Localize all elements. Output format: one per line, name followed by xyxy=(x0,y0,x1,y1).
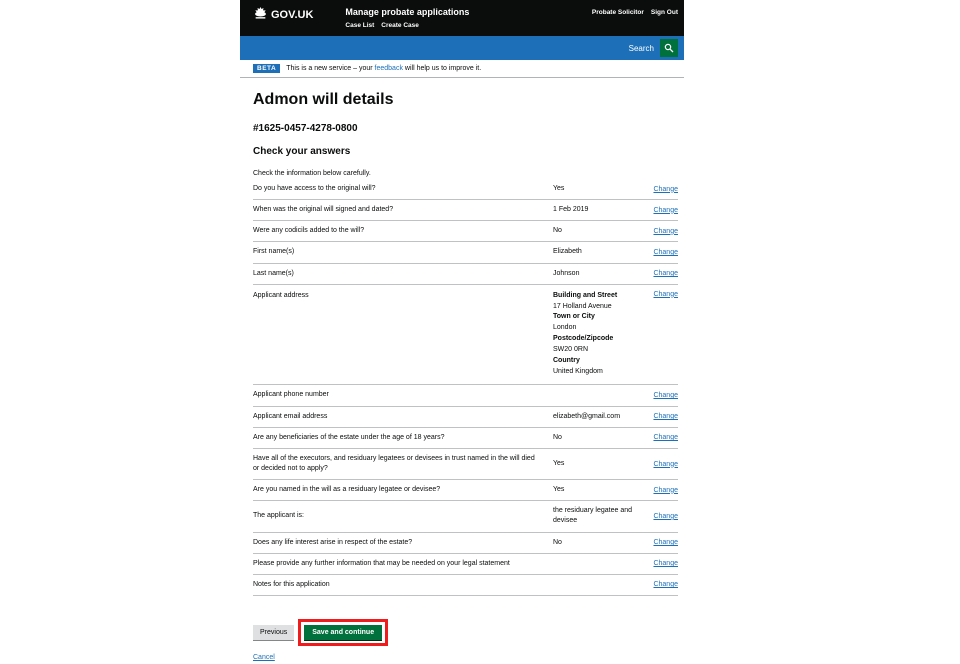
header-nav: Case List Create Case xyxy=(345,22,469,29)
change-link[interactable]: Change xyxy=(653,539,678,547)
change-link[interactable]: Change xyxy=(653,512,678,520)
change-link[interactable]: Change xyxy=(653,460,678,468)
row-phone-number: Applicant phone number Change xyxy=(253,385,678,407)
row-application-notes: Notes for this application Change xyxy=(253,575,678,596)
row-beneficiaries-under-18: Are any beneficiaries of the estate unde… xyxy=(253,428,678,449)
annotation-highlight-box: Save and continue xyxy=(298,619,389,646)
crown-icon xyxy=(253,7,268,22)
answer-address: Building and Street 17 Holland Avenue To… xyxy=(553,291,642,378)
answer-value: elizabeth@gmail.com xyxy=(553,412,621,420)
row-executors-died: Have all of the executors, and residuary… xyxy=(253,449,678,481)
address-field-value: SW20 0RN xyxy=(553,345,589,353)
header-user-links: Probate Solicitor Sign Out xyxy=(592,7,678,16)
phase-banner-text: This is a new service – your feedback wi… xyxy=(286,65,481,72)
change-link[interactable]: Change xyxy=(653,486,678,494)
question-label: Do you have access to the original will? xyxy=(253,185,376,192)
row-codicils: Were any codicils added to the will? No … xyxy=(253,221,678,243)
address-field-label: Building and Street xyxy=(553,291,618,299)
row-first-names: First name(s) Elizabeth Change xyxy=(253,242,678,264)
save-and-continue-button[interactable]: Save and continue xyxy=(304,625,383,640)
phase-banner: BETA This is a new service – your feedba… xyxy=(240,60,684,78)
change-link[interactable]: Change xyxy=(653,560,678,568)
address-field-value: United Kingdom xyxy=(553,367,603,375)
address-field-label: Country xyxy=(553,356,580,364)
row-applicant-address: Applicant address Building and Street 17… xyxy=(253,285,678,386)
change-link[interactable]: Change xyxy=(653,206,678,214)
change-link[interactable]: Change xyxy=(653,290,678,298)
question-label: First name(s) xyxy=(253,248,295,256)
question-label: Have all of the executors, and residuary… xyxy=(253,454,535,473)
change-link[interactable]: Change xyxy=(653,270,678,278)
nav-case-list[interactable]: Case List xyxy=(345,21,375,29)
beta-badge: BETA xyxy=(253,64,281,73)
search-bar: Search xyxy=(240,36,684,60)
answers-list: Do you have access to the original will?… xyxy=(253,179,678,596)
question-label: Are you named in the will as a residuary… xyxy=(253,486,441,494)
search-link[interactable]: Search xyxy=(628,43,654,53)
address-field-value: London xyxy=(553,324,577,332)
intro-text: Check the information below carefully. xyxy=(253,170,371,177)
row-life-interest: Does any life interest arise in respect … xyxy=(253,533,678,554)
address-field-label: Postcode/Zipcode xyxy=(553,335,614,343)
answer-value: No xyxy=(553,227,562,235)
change-link[interactable]: Change xyxy=(653,185,678,193)
question-label: Are any beneficiaries of the estate unde… xyxy=(253,433,445,441)
cancel-link[interactable]: Cancel xyxy=(253,654,275,661)
row-email-address: Applicant email address elizabeth@gmail.… xyxy=(253,407,678,428)
app-title: Manage probate applications xyxy=(345,7,470,17)
question-label: Applicant address xyxy=(253,291,309,299)
search-button[interactable] xyxy=(660,39,678,57)
address-field-value: 17 Holland Avenue xyxy=(553,302,612,310)
question-label: Last name(s) xyxy=(253,269,294,277)
question-label: Applicant email address xyxy=(253,412,328,420)
answer-value: 1 Feb 2019 xyxy=(553,206,589,214)
row-further-information: Please provide any further information t… xyxy=(253,554,678,575)
section-heading: Check your answers xyxy=(253,146,351,157)
answer-value: the residuary legatee and devisee xyxy=(553,507,632,525)
header-middle: Manage probate applications Case List Cr… xyxy=(345,7,469,29)
nav-create-case[interactable]: Create Case xyxy=(381,21,419,29)
change-link[interactable]: Change xyxy=(653,392,678,400)
form-actions: Previous Save and continue xyxy=(253,619,671,646)
change-link[interactable]: Change xyxy=(653,227,678,235)
answer-value: Yes xyxy=(553,459,565,467)
row-will-signed-date: When was the original will signed and da… xyxy=(253,200,678,222)
question-label: When was the original will signed and da… xyxy=(253,206,394,214)
question-label: Does any life interest arise in respect … xyxy=(253,538,413,546)
page-title: Admon will details xyxy=(253,91,394,108)
row-named-residuary-legatee: Are you named in the will as a residuary… xyxy=(253,480,678,502)
feedback-link[interactable]: feedback xyxy=(374,65,403,72)
question-label: Notes for this application xyxy=(253,580,330,588)
change-link[interactable]: Change xyxy=(653,434,678,442)
change-link[interactable]: Change xyxy=(653,581,678,589)
address-field-label: Town or City xyxy=(553,313,595,321)
previous-button[interactable]: Previous xyxy=(253,625,295,640)
header: GOV.UK Manage probate applications Case … xyxy=(240,0,684,36)
answer-value: No xyxy=(553,538,562,546)
answer-value: Elizabeth xyxy=(553,248,582,256)
answer-value: Yes xyxy=(553,185,565,192)
question-label: The applicant is: xyxy=(253,512,304,520)
change-link[interactable]: Change xyxy=(653,413,678,421)
question-label: Please provide any further information t… xyxy=(253,559,510,567)
row-access-original-will: Do you have access to the original will?… xyxy=(253,179,678,201)
answer-value: No xyxy=(553,433,562,441)
row-applicant-is: The applicant is: the residuary legatee … xyxy=(253,501,678,533)
question-label: Applicant phone number xyxy=(253,391,329,399)
nav-probate-solicitor[interactable]: Probate Solicitor xyxy=(591,9,644,16)
question-label: Were any codicils added to the will? xyxy=(253,227,365,235)
case-number: #1625-0457-4278-0800 xyxy=(253,123,358,134)
change-link[interactable]: Change xyxy=(653,248,678,256)
search-icon xyxy=(664,41,674,56)
row-last-names: Last name(s) Johnson Change xyxy=(253,264,678,285)
phase-text-after: will help us to improve it. xyxy=(402,65,482,72)
main-content: Admon will details #1625-0457-4278-0800 … xyxy=(240,91,684,664)
answer-value: Johnson xyxy=(553,269,580,277)
page-container: GOV.UK Manage probate applications Case … xyxy=(240,0,684,664)
nav-sign-out[interactable]: Sign Out xyxy=(650,9,678,16)
phase-text-before: This is a new service – your xyxy=(286,65,375,72)
govuk-logo-text: GOV.UK xyxy=(271,8,314,21)
answer-value: Yes xyxy=(553,486,565,494)
govuk-logo[interactable]: GOV.UK xyxy=(253,7,313,22)
